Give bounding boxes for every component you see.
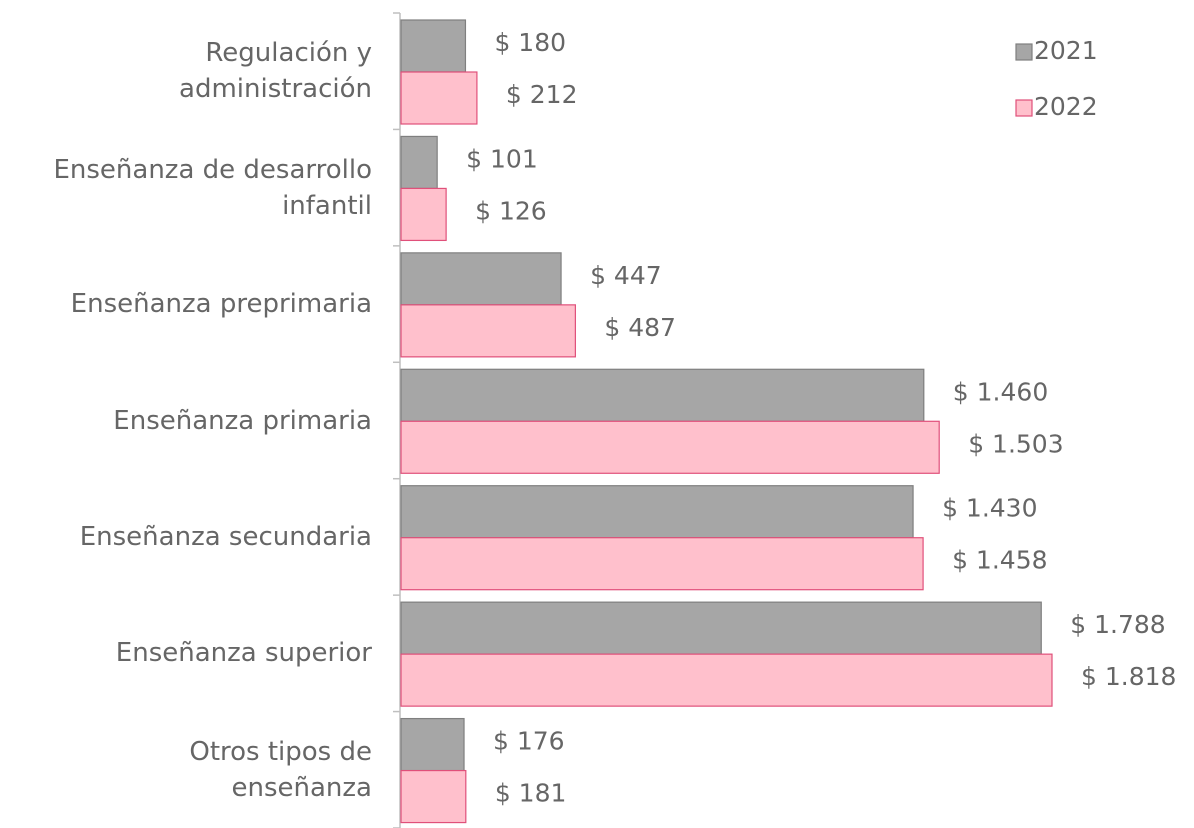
bar [400, 769, 467, 824]
value-label: $ 487 [604, 313, 676, 342]
value-label: $ 1.460 [953, 377, 1048, 406]
bar [400, 19, 467, 73]
value-label: $ 101 [466, 144, 538, 173]
value-label: $ 447 [590, 261, 662, 290]
category-label: Enseñanza preprimaria [70, 289, 372, 320]
bar [400, 252, 562, 306]
category-label: Enseñanza de desarrollo infantil [53, 154, 372, 221]
category-label: Regulación y administración [179, 38, 372, 105]
bar [400, 420, 940, 474]
value-label: $ 1.818 [1081, 662, 1176, 691]
bar [400, 187, 447, 242]
category-label: Enseñanza superior [115, 638, 372, 669]
bar [400, 601, 1042, 655]
category-label: Otros tipos de enseñanza [189, 736, 372, 803]
value-label: $ 126 [475, 196, 547, 225]
legend-label: 2022 [1034, 92, 1098, 121]
value-label: $ 180 [494, 28, 566, 57]
value-label: $ 1.430 [942, 494, 1037, 523]
bar [400, 135, 438, 190]
bar [400, 717, 465, 772]
value-label: $ 181 [495, 779, 567, 808]
bar [400, 304, 576, 358]
value-label: $ 212 [506, 80, 578, 109]
legend-swatch [1015, 43, 1033, 61]
bar [400, 537, 924, 591]
value-label: $ 1.458 [952, 546, 1047, 575]
legend-swatch [1015, 99, 1033, 117]
category-label: Enseñanza secundaria [79, 521, 372, 552]
legend-label: 2021 [1034, 36, 1098, 65]
bar [400, 485, 914, 539]
bar [400, 71, 478, 125]
bar [400, 653, 1053, 707]
value-label: $ 1.788 [1070, 610, 1165, 639]
bar [400, 368, 925, 422]
category-label: Enseñanza primaria [113, 405, 372, 436]
value-label: $ 176 [493, 727, 565, 756]
value-label: $ 1.503 [968, 429, 1063, 458]
